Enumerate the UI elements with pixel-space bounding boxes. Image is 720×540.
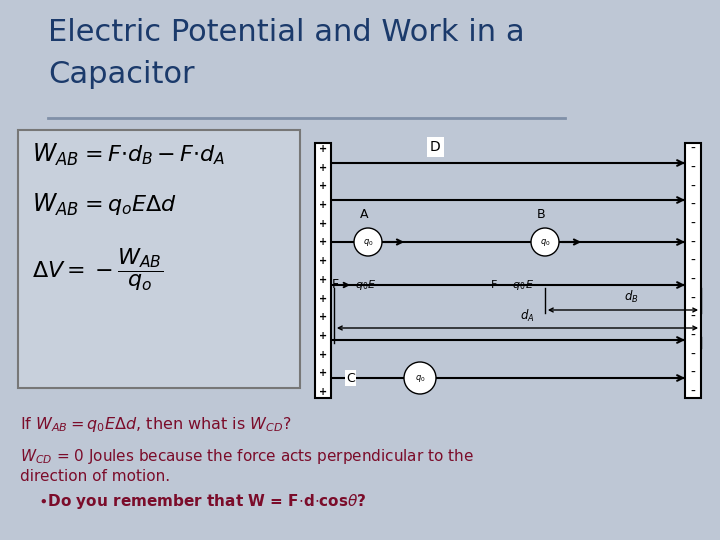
Text: Capacitor: Capacitor [48, 60, 194, 89]
Text: D: D [430, 140, 441, 154]
Text: $= q_o E\Delta d$: $= q_o E\Delta d$ [80, 193, 177, 217]
Text: -: - [690, 161, 696, 175]
Text: $q_0$: $q_0$ [363, 238, 373, 248]
Text: -: - [690, 385, 696, 399]
Text: If $W_{AB} = q_0 E\Delta d$, then what is $W_{CD}$?: If $W_{AB} = q_0 E\Delta d$, then what i… [20, 415, 292, 434]
Text: F: F [332, 279, 339, 292]
Text: $q_0 E$: $q_0 E$ [355, 278, 377, 292]
Bar [315, 143, 331, 398]
Text: -: - [690, 292, 696, 306]
Text: +: + [319, 312, 327, 322]
Text: -: - [690, 217, 696, 231]
Text: +: + [319, 331, 327, 341]
Text: $\Delta V = -\dfrac{W_{AB}}{q_o}$: $\Delta V = -\dfrac{W_{AB}}{q_o}$ [32, 247, 163, 293]
Text: $W_{CD}$ = 0 Joules because the force acts perpendicular to the: $W_{CD}$ = 0 Joules because the force ac… [20, 447, 474, 466]
Text: +: + [319, 238, 327, 247]
Text: A: A [360, 208, 369, 221]
Text: $q_0$: $q_0$ [540, 238, 550, 248]
Circle shape [354, 228, 382, 256]
Text: -: - [690, 142, 696, 156]
Text: +: + [319, 368, 327, 379]
Text: -: - [690, 310, 696, 324]
Text: -: - [690, 198, 696, 212]
Text: +: + [319, 144, 327, 154]
Text: direction of motion.: direction of motion. [20, 469, 170, 484]
Text: +: + [319, 219, 327, 229]
FancyBboxPatch shape [18, 130, 300, 388]
Text: +: + [319, 181, 327, 191]
Text: +: + [319, 256, 327, 266]
Text: $= F{\cdot}d_B - F{\cdot}d_A$: $= F{\cdot}d_B - F{\cdot}d_A$ [80, 143, 225, 167]
Text: $q_0$: $q_0$ [415, 374, 426, 384]
Text: -: - [690, 348, 696, 362]
Circle shape [404, 362, 436, 394]
Text: $d_B$: $d_B$ [624, 289, 639, 305]
Text: +: + [319, 163, 327, 173]
Text: -: - [690, 329, 696, 343]
Text: $W_{AB}$: $W_{AB}$ [32, 192, 79, 218]
Text: +: + [319, 294, 327, 303]
Text: Electric Potential and Work in a: Electric Potential and Work in a [48, 18, 525, 47]
Text: $\bullet$Do you remember that W = F$\cdot$d$\cdot$cos$\theta$?: $\bullet$Do you remember that W = F$\cdo… [38, 492, 366, 511]
Text: C: C [346, 372, 355, 384]
Text: +: + [319, 200, 327, 210]
Text: $W_{AB}$: $W_{AB}$ [32, 142, 79, 168]
Text: -: - [690, 273, 696, 287]
Text: -: - [690, 366, 696, 380]
Text: -: - [690, 235, 696, 249]
Text: +: + [319, 275, 327, 285]
Text: +: + [319, 387, 327, 397]
Text: B: B [537, 208, 546, 221]
Circle shape [531, 228, 559, 256]
Text: +: + [319, 349, 327, 360]
Text: F $-$ $q_0 E$: F $-$ $q_0 E$ [490, 278, 534, 292]
Text: -: - [690, 179, 696, 193]
Text: $d_A$: $d_A$ [521, 308, 535, 324]
Text: -: - [690, 254, 696, 268]
Bar [685, 143, 701, 398]
